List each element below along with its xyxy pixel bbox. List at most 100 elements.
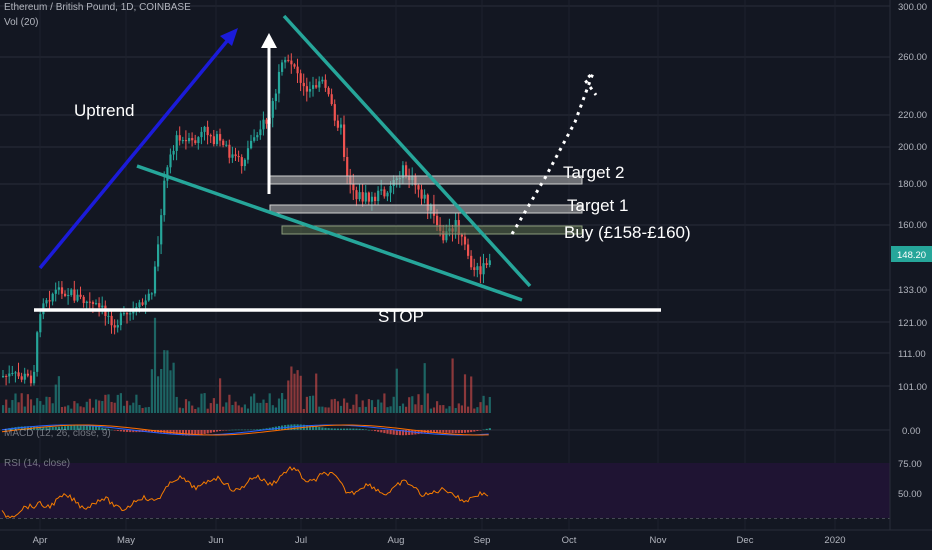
volume-bar <box>445 408 448 413</box>
macd-histogram-bar <box>386 430 389 434</box>
candle-body <box>225 144 228 146</box>
candle-body <box>79 294 82 297</box>
volume-bar <box>277 398 281 413</box>
candle-body <box>67 295 70 297</box>
macd-histogram-bar <box>318 426 321 430</box>
volume-bar <box>110 401 113 413</box>
macd-histogram-bar <box>122 430 126 432</box>
projection-path <box>510 71 598 235</box>
volume-bar <box>405 406 408 413</box>
volume-bar <box>188 401 191 413</box>
volume-bar <box>160 369 163 413</box>
macd-histogram-bar <box>389 430 392 435</box>
candle-body <box>473 267 476 270</box>
volume-bar <box>281 393 284 413</box>
volume-bar <box>8 407 11 413</box>
macd-histogram-bar <box>228 429 231 431</box>
candle-body <box>479 266 482 275</box>
volume-bar <box>29 399 33 413</box>
volume-bar <box>352 404 355 413</box>
candle-body <box>336 120 339 128</box>
candle-body <box>367 192 370 202</box>
target2-label: Target 2 <box>563 163 624 182</box>
candle-body <box>172 150 175 155</box>
volume-bar <box>17 402 20 413</box>
macd-histogram-bar <box>370 430 374 431</box>
volume-bar <box>228 394 231 413</box>
time-axis[interactable]: Apr May Jun Jul Aug Sep Oct Nov Dec 2020 <box>0 529 932 546</box>
volume-bar <box>95 399 98 413</box>
candle-body <box>442 230 445 241</box>
macd-histogram-bar <box>401 430 405 436</box>
macd-histogram-bar <box>488 428 491 430</box>
macd-histogram-bar <box>312 425 315 430</box>
volume-bar <box>57 376 60 413</box>
volume-bar <box>222 406 225 413</box>
volume-bar <box>284 399 287 413</box>
volume-bar <box>64 406 67 413</box>
candle-body <box>85 301 88 304</box>
candle-body <box>271 101 274 118</box>
macd-histogram-bar <box>79 425 82 430</box>
macd-histogram-bar <box>104 428 107 430</box>
candle-body <box>219 134 222 141</box>
candle-body <box>113 325 116 328</box>
rsi-tick: 50.00 <box>898 489 922 500</box>
candle-body <box>138 302 141 308</box>
volume-bar <box>259 402 262 413</box>
volume-bar <box>290 366 293 413</box>
volume-bar <box>67 405 70 413</box>
macd-histogram-bar <box>457 430 460 434</box>
volume-bar <box>262 399 265 413</box>
candle-body <box>250 140 253 149</box>
candle-body <box>169 154 172 168</box>
candle-body <box>436 215 439 226</box>
volume-bar <box>60 406 64 413</box>
macd-histogram-bar <box>91 425 95 430</box>
volume-bar <box>414 404 417 413</box>
rsi-pane <box>1 465 489 519</box>
macd-histogram-bar <box>327 428 330 430</box>
macd-histogram-bar <box>197 430 200 435</box>
macd-histogram-bar <box>349 428 352 430</box>
price-axis[interactable]: 300.00 260.00 220.00 200.00 180.00 160.0… <box>889 0 932 530</box>
price-tick: 220.00 <box>898 110 927 121</box>
candle-body <box>60 287 64 294</box>
buy-label: Buy (£158-£160) <box>564 223 691 242</box>
volume-bar <box>33 405 36 413</box>
volume-bar <box>246 408 250 413</box>
volume-bar <box>132 402 135 413</box>
candle-body <box>64 293 67 296</box>
volume-bar <box>163 350 166 413</box>
macd-histogram-bar <box>215 430 219 432</box>
rsi-label: RSI (14, close) <box>4 458 70 469</box>
volume-bar <box>426 393 429 413</box>
time-tick: Dec <box>737 535 754 546</box>
macd-histogram-bar <box>231 429 234 431</box>
candle-body <box>460 234 463 237</box>
volume-bar <box>181 408 184 413</box>
volume-bar <box>374 407 377 413</box>
candle-body <box>188 138 191 142</box>
candle-body <box>364 192 367 202</box>
volume-bar <box>197 407 200 413</box>
candle-body <box>163 180 166 216</box>
volume-bar <box>98 400 101 413</box>
volume-bar <box>436 401 439 413</box>
macd-histogram-bar <box>420 430 423 434</box>
macd-histogram-bar <box>246 429 250 431</box>
volume-bar <box>147 406 150 413</box>
volume-bar <box>265 402 268 413</box>
volume-bar <box>85 401 88 413</box>
macd-histogram-bar <box>429 430 432 433</box>
candle-body <box>129 313 132 315</box>
macd-histogram-bar <box>454 430 457 434</box>
macd-histogram-bar <box>39 426 42 430</box>
time-tick: Jun <box>208 535 223 546</box>
volume-bar <box>5 399 8 413</box>
macd-histogram-bar <box>88 425 91 430</box>
volume-bar <box>150 369 153 413</box>
volume-bar <box>339 405 343 413</box>
volume-bar <box>321 406 324 413</box>
